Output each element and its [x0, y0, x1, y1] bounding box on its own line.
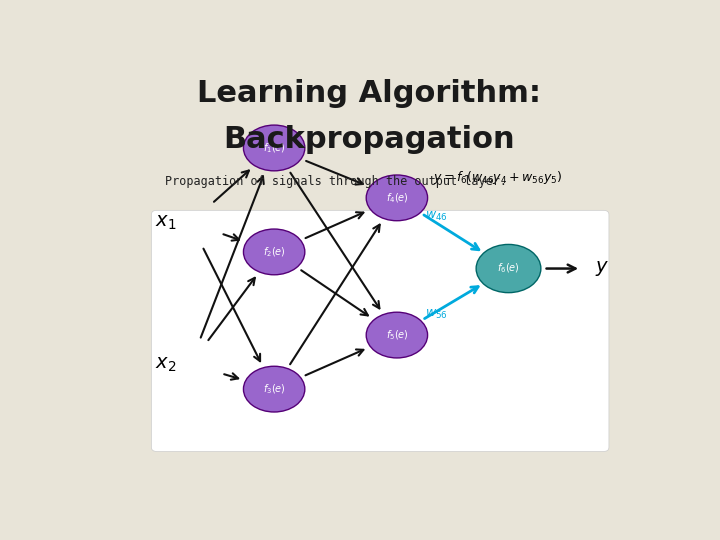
Text: $w_{56}$: $w_{56}$ [425, 308, 447, 321]
Text: $y$: $y$ [595, 259, 609, 278]
Circle shape [366, 175, 428, 221]
Circle shape [243, 229, 305, 275]
Circle shape [243, 366, 305, 412]
Text: $f_{2}(e)$: $f_{2}(e)$ [263, 245, 286, 259]
Text: $x_2$: $x_2$ [155, 355, 176, 374]
Text: Learning Algorithm:: Learning Algorithm: [197, 79, 541, 109]
Circle shape [476, 245, 541, 293]
Text: $w_{46}$: $w_{46}$ [425, 210, 447, 223]
Circle shape [243, 125, 305, 171]
Text: $f_{5}(e)$: $f_{5}(e)$ [385, 328, 408, 342]
Text: $f_6(e)$: $f_6(e)$ [497, 262, 520, 275]
FancyBboxPatch shape [151, 210, 609, 451]
Text: $f_{1}(e)$: $f_{1}(e)$ [263, 141, 286, 155]
Text: $f_{3}(e)$: $f_{3}(e)$ [263, 382, 286, 396]
Text: Backpropagation: Backpropagation [223, 125, 515, 154]
Circle shape [366, 312, 428, 358]
Text: $f_{4}(e)$: $f_{4}(e)$ [385, 191, 408, 205]
Text: $y = f_6(w_{46}y_4 + w_{56}y_5)$: $y = f_6(w_{46}y_4 + w_{56}y_5)$ [433, 168, 562, 186]
Text: Propagation of signals through the output layer.: Propagation of signals through the outpu… [166, 175, 508, 188]
Text: $x_1$: $x_1$ [155, 213, 176, 232]
